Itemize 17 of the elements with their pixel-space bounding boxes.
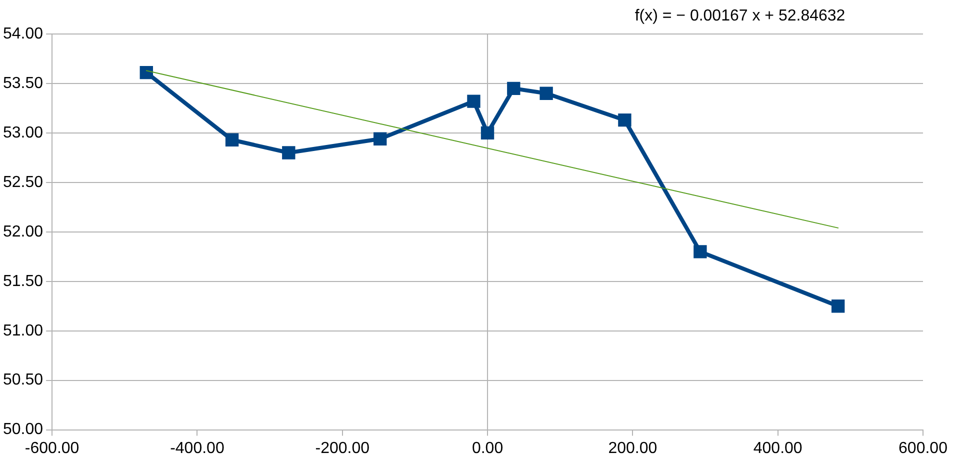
y-tick-label: 52.00	[2, 223, 44, 240]
y-tick-label: 54.00	[2, 25, 44, 42]
x-tick-label: -400.00	[170, 440, 224, 457]
text: f(x) = − 0.00167 x + 52.84632	[634, 7, 846, 24]
x-tick-label: 200.00	[608, 440, 658, 457]
y-tick-label: 53.50	[2, 74, 44, 92]
y-tick-label: 50.00	[2, 421, 44, 438]
y-tick-label: 51.00	[2, 322, 44, 340]
x-tick-label: 600.00	[898, 440, 948, 457]
x-tick-label: 0.00	[472, 440, 504, 457]
y-tick-label: 51.50	[2, 272, 44, 290]
x-tick-label: 400.00	[753, 440, 802, 457]
y-tick-label: 50.50	[2, 372, 44, 389]
y-tick-label: 53.00	[2, 124, 44, 142]
x-tick-label: -200.00	[315, 440, 370, 457]
x-tick-label: -600.00	[24, 440, 80, 457]
y-tick-label: 52.50	[2, 174, 44, 191]
